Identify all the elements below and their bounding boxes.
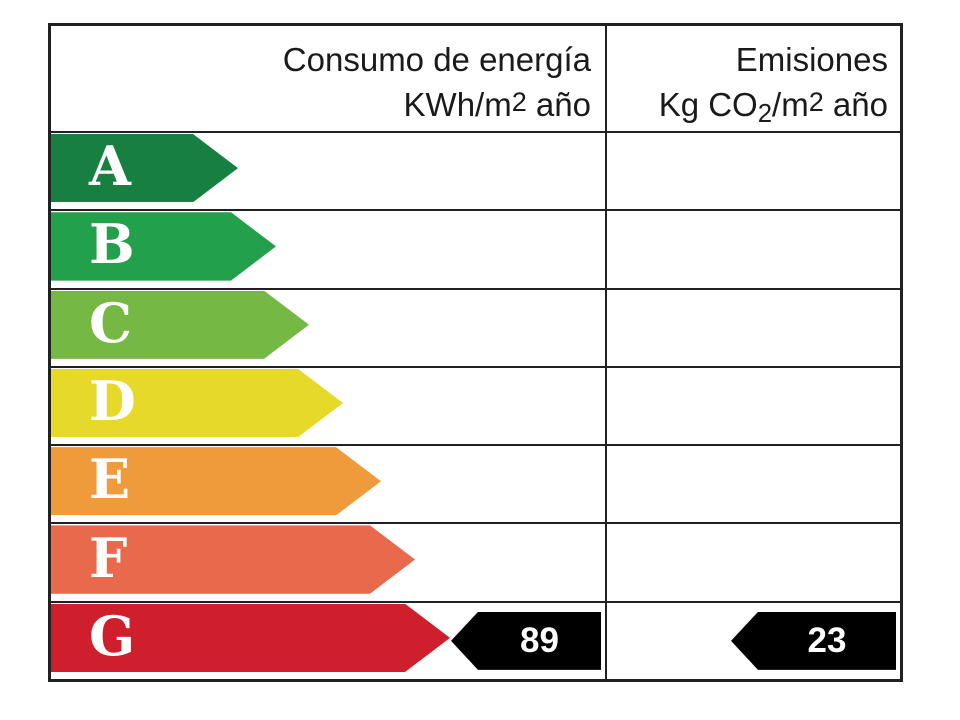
- emissions-cell: [607, 446, 900, 522]
- emissions-column-header: Emisiones Kg CO2/m2 año: [607, 26, 900, 131]
- consumption-cell: D: [51, 367, 607, 445]
- emissions-header-line1: Emisiones: [735, 41, 888, 78]
- emissions-header-line2: Kg CO2/m2 año: [658, 86, 888, 128]
- rating-bar-d-arrow-icon: D: [51, 369, 343, 437]
- consumption-cell: B: [51, 211, 607, 288]
- rating-letter-d: D: [89, 368, 136, 433]
- consumption-header-line2: KWh/m2 año: [403, 86, 591, 123]
- rating-letter-g: G: [89, 603, 136, 668]
- rating-letter-b: B: [89, 212, 135, 277]
- emissions-cell: [607, 524, 900, 600]
- rating-row-d: D: [51, 365, 900, 445]
- consumption-value: 89: [520, 621, 559, 661]
- rating-bar-c-arrow-icon: C: [51, 291, 309, 359]
- rating-bar-b-arrow-icon: B: [51, 212, 276, 280]
- consumption-cell: G 89: [51, 602, 607, 679]
- emissions-value: 23: [807, 621, 847, 661]
- rating-bar-f-arrow-icon: F: [51, 525, 415, 593]
- emissions-cell: [607, 290, 900, 366]
- emissions-cell: 23: [607, 603, 900, 679]
- emissions-value-badge-arrow-icon: 23: [731, 611, 896, 670]
- rating-letter-c: C: [89, 290, 132, 355]
- consumption-cell: A: [51, 133, 607, 210]
- consumption-cell: E: [51, 446, 607, 523]
- rating-row-f: F: [51, 522, 900, 601]
- consumption-column-header: Consumo de energía KWh/m2 año: [51, 26, 607, 131]
- rating-bar-e-arrow-icon: E: [51, 447, 381, 515]
- consumption-cell: C: [51, 289, 607, 366]
- rating-row-c: C: [51, 287, 900, 366]
- rating-row-e: E: [51, 444, 900, 523]
- energy-rating-table: Consumo de energía KWh/m2 año Emisiones …: [48, 23, 903, 682]
- rating-letter-a: A: [89, 134, 131, 199]
- rating-letter-e: E: [89, 447, 131, 512]
- rating-row-g: G 89 23: [51, 600, 900, 679]
- rating-row-b: B: [51, 209, 900, 288]
- rating-bar-g-arrow-icon: G: [51, 604, 450, 672]
- rating-letter-f: F: [89, 525, 128, 590]
- table-header: Consumo de energía KWh/m2 año Emisiones …: [51, 26, 900, 131]
- emissions-cell: [607, 368, 900, 444]
- consumption-header-line1: Consumo de energía: [282, 41, 591, 78]
- emissions-cell: [607, 211, 900, 287]
- consumption-value-badge-arrow-icon: 89: [451, 611, 601, 670]
- consumption-cell: F: [51, 524, 607, 601]
- rating-rows: A B C: [51, 131, 900, 679]
- rating-row-a: A: [51, 131, 900, 210]
- emissions-cell: [607, 133, 900, 209]
- rating-bar-a-arrow-icon: A: [51, 134, 238, 202]
